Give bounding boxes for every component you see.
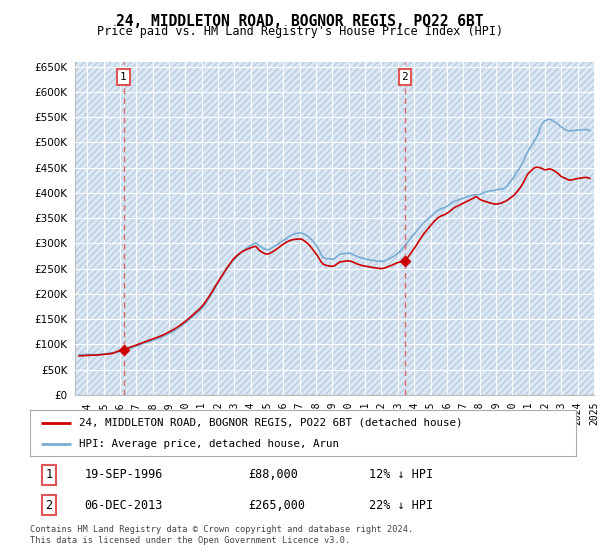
Text: 06-DEC-2013: 06-DEC-2013 [85, 498, 163, 512]
Text: 2: 2 [401, 72, 408, 82]
Text: HPI: Average price, detached house, Arun: HPI: Average price, detached house, Arun [79, 439, 339, 449]
Text: 22% ↓ HPI: 22% ↓ HPI [368, 498, 433, 512]
Text: 24, MIDDLETON ROAD, BOGNOR REGIS, PO22 6BT (detached house): 24, MIDDLETON ROAD, BOGNOR REGIS, PO22 6… [79, 418, 463, 428]
Text: Price paid vs. HM Land Registry's House Price Index (HPI): Price paid vs. HM Land Registry's House … [97, 25, 503, 38]
Text: 12% ↓ HPI: 12% ↓ HPI [368, 468, 433, 482]
Text: 1: 1 [46, 468, 53, 482]
Text: 24, MIDDLETON ROAD, BOGNOR REGIS, PO22 6BT: 24, MIDDLETON ROAD, BOGNOR REGIS, PO22 6… [116, 14, 484, 29]
Text: 2: 2 [46, 498, 53, 512]
Text: £265,000: £265,000 [248, 498, 305, 512]
Text: £88,000: £88,000 [248, 468, 298, 482]
Text: 19-SEP-1996: 19-SEP-1996 [85, 468, 163, 482]
Bar [75, 62, 594, 395]
Text: Contains HM Land Registry data © Crown copyright and database right 2024.
This d: Contains HM Land Registry data © Crown c… [30, 525, 413, 545]
Text: 1: 1 [120, 72, 127, 82]
